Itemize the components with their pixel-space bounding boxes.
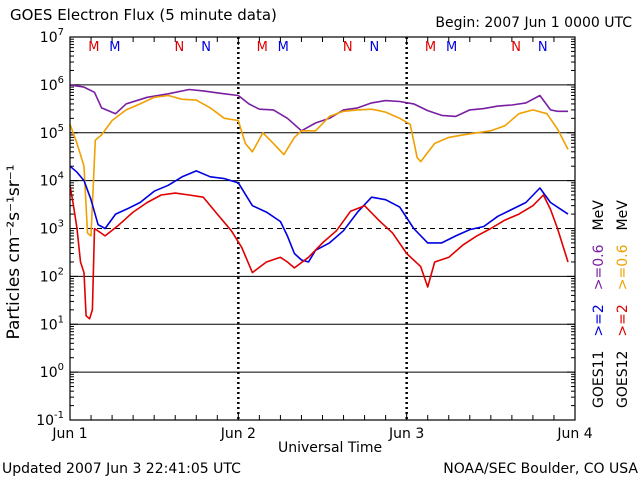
legend-entry: MeV xyxy=(591,200,607,231)
y-tick-label: 103 xyxy=(40,219,64,238)
y-tick-label: 102 xyxy=(40,266,64,285)
x-tick-label: Jun 2 xyxy=(220,426,256,442)
begin-label: Begin: 2007 Jun 1 0000 UTC xyxy=(435,15,632,31)
chart-title: GOES Electron Flux (5 minute data) xyxy=(10,6,277,24)
x-tick-label: Jun 3 xyxy=(388,426,424,442)
legend-entry: GOES12 xyxy=(615,351,631,408)
y-tick-label: 104 xyxy=(40,171,64,190)
y-tick-label: 107 xyxy=(40,27,64,46)
local-time-marker: N xyxy=(370,40,380,55)
local-time-marker: M xyxy=(278,40,289,55)
y-tick-label: 100 xyxy=(40,362,64,381)
series-line xyxy=(69,84,568,132)
x-tick-label: Jun 4 xyxy=(556,426,592,442)
legend-entry: >=2 xyxy=(615,304,631,336)
local-time-marker: M xyxy=(446,40,457,55)
legend-entry: >=0.6 xyxy=(591,244,607,290)
local-time-marker: N xyxy=(538,40,548,55)
y-tick-label: 10-1 xyxy=(36,410,64,429)
y-tick-label: 105 xyxy=(40,123,64,142)
x-axis-label: Universal Time xyxy=(278,440,383,456)
series-line xyxy=(69,94,569,237)
legend-entry: >=2 xyxy=(591,304,607,336)
legend-entry: MeV xyxy=(615,200,631,231)
local-time-marker: N xyxy=(201,40,211,55)
legend-entry: >=0.6 xyxy=(615,244,631,290)
y-tick-label: 101 xyxy=(40,314,64,333)
series-line xyxy=(69,185,569,320)
y-tick-label: 106 xyxy=(40,75,64,94)
local-time-marker: M xyxy=(425,40,436,55)
plot-frame xyxy=(69,36,576,421)
local-time-marker: N xyxy=(343,40,353,55)
x-tick-label: Jun 1 xyxy=(51,426,87,442)
legend-column: GOES12 >=2 >=0.6 MeV xyxy=(615,200,631,408)
series-line xyxy=(69,165,569,263)
local-time-marker: N xyxy=(175,40,185,55)
local-time-marker: N xyxy=(511,40,521,55)
local-time-marker: M xyxy=(88,40,99,55)
updated-label: Updated 2007 Jun 3 22:41:05 UTC xyxy=(2,461,241,477)
source-label: NOAA/SEC Boulder, CO USA xyxy=(443,461,638,477)
local-time-marker: M xyxy=(109,40,120,55)
local-time-marker: M xyxy=(257,40,268,55)
legend-entry: GOES11 xyxy=(591,351,607,408)
legend-column: GOES11 >=2 >=0.6 MeV xyxy=(591,200,607,408)
